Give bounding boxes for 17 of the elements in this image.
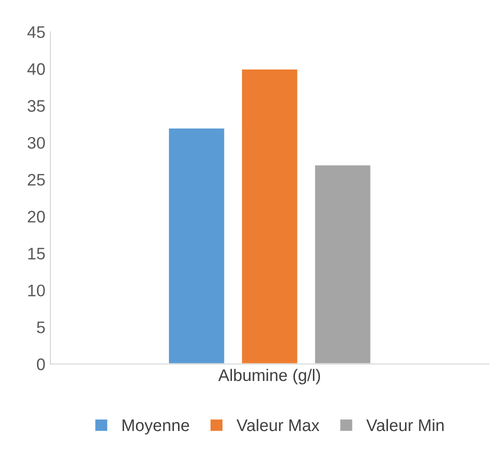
bar (168, 127, 226, 364)
legend-label: Valeur Min (366, 418, 444, 432)
y-tick-label: 35 (28, 100, 45, 112)
y-tick-label: 15 (28, 248, 45, 260)
y-tick-label: 30 (28, 136, 45, 149)
legend-label: Valeur Max (236, 418, 320, 432)
y-tick-label: 5 (36, 322, 45, 334)
y-tick-label: 40 (27, 63, 45, 75)
y-tick-label: 0 (36, 358, 45, 370)
y-tick-label: 10 (28, 284, 45, 296)
y-tick-label: 20 (28, 210, 45, 223)
bar (314, 164, 372, 364)
legend-label: Moyenne (122, 420, 190, 434)
y-tick-label: 25 (28, 174, 45, 186)
y-tick-label: 45 (27, 26, 45, 38)
bar (240, 68, 299, 364)
x-tick-label: Albumine (g/l) (218, 368, 320, 384)
